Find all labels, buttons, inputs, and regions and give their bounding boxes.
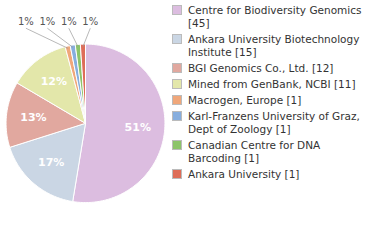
svg-text:17%: 17%	[38, 156, 64, 169]
html-text:Canadian Centre for DNA Barcod: Canadian Centre for DNA Barcoding [1]	[188, 139, 321, 164]
html-text:Centre for Biodiversity Genomi: Centre for Biodiversity Genomics [45]	[188, 4, 362, 29]
html-text:Karl-Franzens University of Gr: Karl-Franzens University of Graz, Dept o…	[188, 110, 360, 135]
html-text:Macrogen, Europe [1]: Macrogen, Europe [1]	[188, 94, 302, 106]
svg-text:13%: 13%	[20, 111, 46, 124]
svg-text:51%: 51%	[125, 121, 151, 134]
html-text:Ankara University Biotechnolog: Ankara University Biotechnology Institut…	[188, 33, 360, 58]
svg-text:1%: 1%	[82, 16, 98, 27]
svg-text:1%: 1%	[61, 16, 77, 27]
svg-text:1%: 1%	[39, 16, 55, 27]
svg-text:12%: 12%	[41, 75, 67, 88]
html-text:Ankara University [1]: Ankara University [1]	[188, 168, 300, 180]
svg-text:1%: 1%	[18, 16, 34, 27]
html-text:Mined from GenBank, NCBI [11]: Mined from GenBank, NCBI [11]	[188, 78, 356, 90]
html-text:BGI Genomics Co., Ltd. [12]: BGI Genomics Co., Ltd. [12]	[188, 62, 334, 74]
